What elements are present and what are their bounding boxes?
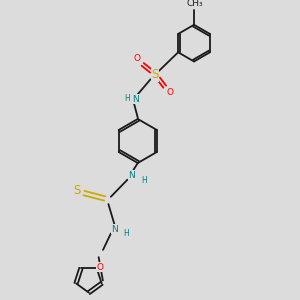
Text: N: N xyxy=(111,225,118,234)
Text: S: S xyxy=(73,184,80,197)
Text: H: H xyxy=(141,176,147,184)
Text: O: O xyxy=(133,54,140,63)
Text: CH₃: CH₃ xyxy=(187,0,204,8)
Text: O: O xyxy=(96,262,103,272)
Text: O: O xyxy=(166,88,173,97)
Text: N: N xyxy=(132,95,139,104)
Text: S: S xyxy=(151,68,159,81)
Text: H: H xyxy=(123,229,129,238)
Text: N: N xyxy=(128,171,135,180)
Text: H: H xyxy=(124,94,130,103)
